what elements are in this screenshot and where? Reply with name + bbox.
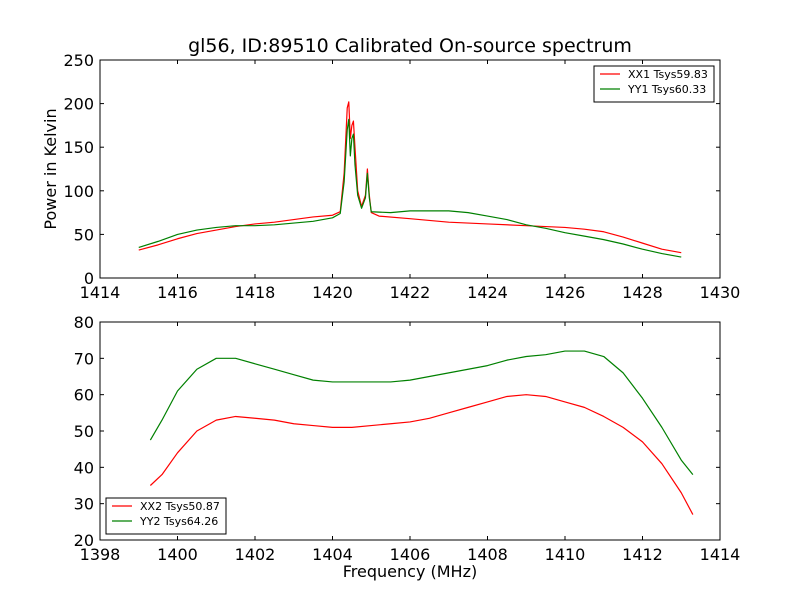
legend-box bbox=[593, 65, 715, 103]
series-line-2 bbox=[149, 350, 694, 475]
y-tick-label: 70 bbox=[74, 349, 94, 368]
y-tick-label: 200 bbox=[63, 95, 94, 114]
y-tick-label: 40 bbox=[74, 458, 94, 477]
x-tick-label: 1418 bbox=[235, 283, 276, 302]
x-tick-label: 1430 bbox=[700, 283, 741, 302]
y-tick-label: 20 bbox=[74, 531, 94, 550]
x-tick-label: 1400 bbox=[157, 545, 198, 564]
x-tick-label: 1402 bbox=[235, 545, 276, 564]
x-tick-label: 1426 bbox=[545, 283, 586, 302]
x-tick-label: 1408 bbox=[467, 545, 508, 564]
y-tick-label: 50 bbox=[74, 225, 94, 244]
y-tick-label: 0 bbox=[84, 269, 94, 288]
legend: XX1 Tsys59.83 YY1 Tsys60.33 bbox=[593, 65, 715, 103]
chart-2: 1398 1400 1402 1404 1406 1408 1410 1412 1414 20 30… bbox=[74, 313, 741, 581]
x-tick-label: 1406 bbox=[390, 545, 431, 564]
chart-1: 1414 1416 1418 1420 1422 1424 1426 1428 1430 0 50 1… bbox=[41, 35, 740, 302]
y-tick-label: 250 bbox=[63, 51, 94, 70]
x-tick-label: 1414 bbox=[700, 545, 741, 564]
legend-label: XX1 Tsys59.83 bbox=[628, 68, 708, 81]
y-tick-label: 100 bbox=[63, 182, 94, 201]
x-tick-label: 1428 bbox=[622, 283, 663, 302]
legend-label: YY2 Tsys64.26 bbox=[139, 515, 218, 528]
legend-label: XX2 Tsys50.87 bbox=[140, 500, 220, 513]
x-tick-label: 1410 bbox=[545, 545, 586, 564]
legend-box bbox=[105, 497, 227, 535]
series-line-1 bbox=[138, 101, 682, 254]
x-tick-label: 1412 bbox=[622, 545, 663, 564]
x-tick-label: 1420 bbox=[312, 283, 353, 302]
x-tick-label: 1424 bbox=[467, 283, 508, 302]
series-line-1 bbox=[149, 394, 694, 515]
series-line-2 bbox=[138, 118, 682, 258]
x-tick-label: 1398 bbox=[80, 545, 121, 564]
y-tick-label: 50 bbox=[74, 422, 94, 441]
y-axis-label: Power in Kelvin bbox=[41, 108, 60, 229]
y-tick-label: 30 bbox=[74, 495, 94, 514]
x-tick-label: 1414 bbox=[80, 283, 121, 302]
legend-label: YY1 Tsys60.33 bbox=[627, 83, 706, 96]
y-tick-label: 60 bbox=[74, 386, 94, 405]
y-tick-label: 150 bbox=[63, 138, 94, 157]
y-tick-label: 80 bbox=[74, 313, 94, 332]
legend: XX2 Tsys50.87 YY2 Tsys64.26 bbox=[105, 497, 227, 535]
x-tick-label: 1416 bbox=[157, 283, 198, 302]
x-axis-label: Frequency (MHz) bbox=[343, 562, 477, 581]
x-tick-label: 1404 bbox=[312, 545, 353, 564]
x-tick-label: 1422 bbox=[390, 283, 431, 302]
chart-title: gl56, ID:89510 Calibrated On-source spec… bbox=[188, 35, 632, 57]
